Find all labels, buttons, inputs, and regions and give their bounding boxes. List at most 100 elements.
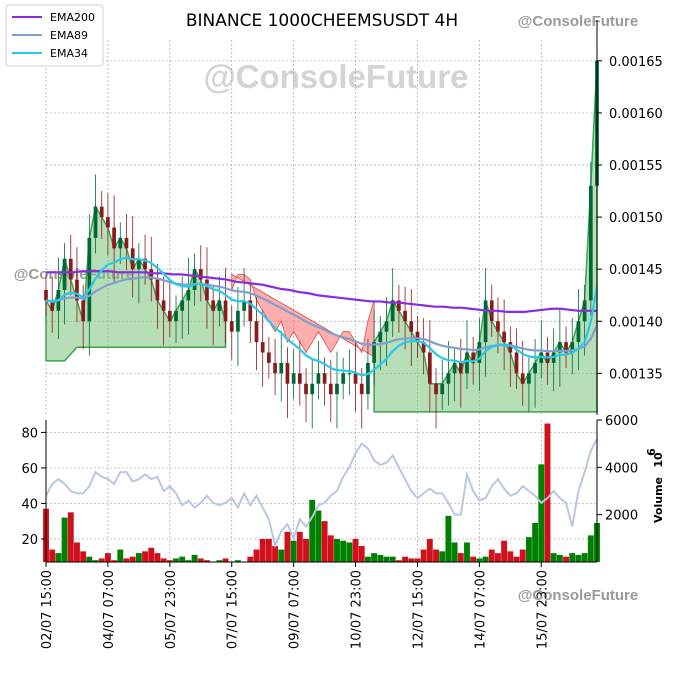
candle-body bbox=[273, 362, 277, 374]
volume-bar bbox=[135, 553, 142, 562]
x-tick-label: 02/07 15:00 bbox=[40, 570, 55, 649]
candle-body bbox=[427, 352, 432, 384]
volume-bar bbox=[173, 558, 179, 562]
candle-body bbox=[514, 352, 519, 374]
volume-bar bbox=[123, 558, 130, 562]
candle-body bbox=[409, 321, 414, 332]
volume-bar bbox=[476, 558, 483, 562]
candle-body bbox=[229, 321, 234, 332]
candle-body bbox=[421, 342, 426, 353]
volume-bar bbox=[55, 553, 62, 562]
volume-bar bbox=[575, 554, 582, 562]
price-tick-label: 0.00150 bbox=[609, 211, 663, 226]
volume-bar bbox=[364, 556, 371, 562]
candle-body bbox=[446, 373, 451, 384]
candle-body bbox=[576, 321, 581, 343]
volume-bar bbox=[377, 554, 384, 562]
volume-bar bbox=[445, 515, 452, 562]
volume-bar bbox=[80, 551, 87, 562]
volume-bar bbox=[464, 542, 470, 562]
candle-body bbox=[403, 310, 407, 322]
candle-body bbox=[347, 373, 352, 375]
price-grid bbox=[45, 40, 597, 415]
volume-bar bbox=[92, 560, 99, 562]
candle-body bbox=[328, 383, 333, 395]
volume-left-tick-label: 40 bbox=[21, 497, 38, 512]
watermark-top-right: @ConsoleFuture bbox=[518, 13, 638, 30]
volume-bar bbox=[166, 560, 173, 562]
volume-bar bbox=[389, 556, 396, 562]
candle-body bbox=[316, 373, 321, 384]
candle-body bbox=[378, 331, 383, 343]
volume-bar bbox=[587, 535, 594, 562]
volume-bar bbox=[309, 499, 316, 562]
volume-bar bbox=[433, 549, 439, 562]
price-tick-label: 0.00165 bbox=[609, 55, 663, 70]
candle-body bbox=[452, 362, 457, 374]
candle-body bbox=[496, 321, 500, 332]
volume-bar bbox=[501, 540, 508, 562]
x-tick-label: 10/07 23:00 bbox=[350, 570, 365, 649]
volume-bar bbox=[222, 558, 229, 562]
volume-bar bbox=[315, 510, 322, 562]
candle-body bbox=[397, 300, 401, 311]
chart-title: BINANCE 1000CHEEMSUSDT 4H bbox=[186, 11, 458, 31]
candle-body bbox=[415, 331, 420, 343]
candle-body bbox=[155, 279, 160, 301]
watermark-bottom-right: @ConsoleFuture bbox=[518, 587, 638, 604]
candle-body bbox=[527, 373, 531, 384]
volume-bar bbox=[519, 549, 526, 562]
volume-bar bbox=[420, 549, 427, 562]
ema200-line bbox=[46, 270, 597, 313]
volume-bar bbox=[544, 423, 551, 562]
candle-body bbox=[149, 269, 154, 280]
volume-left-tick-label: 80 bbox=[21, 426, 38, 441]
volume-bar bbox=[185, 560, 192, 562]
volume-bar bbox=[346, 542, 353, 562]
volume-bar bbox=[191, 554, 198, 562]
candle-body bbox=[390, 300, 395, 322]
volume-bar bbox=[525, 537, 532, 562]
volume-bar bbox=[538, 464, 545, 562]
volume-bar bbox=[495, 553, 501, 562]
volume-bar bbox=[253, 549, 260, 562]
candle-body bbox=[236, 310, 240, 332]
x-tick-label: 12/07 15:00 bbox=[411, 570, 426, 649]
candle-body bbox=[217, 300, 222, 311]
volume-right-tick-label: 6000 bbox=[605, 414, 638, 429]
candle-body bbox=[341, 373, 346, 384]
volume-bar bbox=[426, 538, 433, 562]
volume-bar bbox=[321, 521, 328, 562]
volume-bar bbox=[513, 556, 520, 562]
candle-body bbox=[112, 227, 116, 249]
volume-bar bbox=[395, 560, 402, 562]
x-axis: 02/07 15:00 04/07 07:00 05/07 23:00 07/07 1… bbox=[40, 561, 597, 649]
volume-bar bbox=[402, 556, 409, 562]
candle-body bbox=[285, 362, 290, 384]
volume-bar bbox=[470, 556, 477, 562]
volume-axis-label: Volume bbox=[652, 477, 665, 523]
volume-bar bbox=[67, 512, 74, 562]
x-tick-label: 14/07 07:00 bbox=[473, 570, 488, 649]
volume-bar bbox=[104, 553, 111, 562]
volume-bar bbox=[160, 558, 167, 562]
candle-body bbox=[267, 352, 271, 363]
candle-body bbox=[304, 383, 308, 395]
price-tick-label: 0.00145 bbox=[609, 263, 663, 278]
volume-bar bbox=[154, 553, 161, 562]
x-tick-label: 05/07 23:00 bbox=[164, 570, 179, 649]
price-tick-label: 0.00140 bbox=[609, 315, 663, 330]
candle-body bbox=[353, 373, 358, 384]
candle-body bbox=[174, 310, 178, 322]
price-tick-label: 0.00155 bbox=[609, 159, 663, 174]
candle-body bbox=[242, 300, 246, 311]
candle-body bbox=[372, 342, 376, 363]
candle-body bbox=[279, 362, 284, 374]
red-cloud-zone bbox=[231, 273, 375, 358]
candle-body bbox=[310, 383, 315, 395]
volume-bar bbox=[451, 542, 458, 562]
candle-body bbox=[458, 362, 463, 374]
volume-grid bbox=[45, 420, 597, 562]
candle-body bbox=[106, 217, 110, 228]
